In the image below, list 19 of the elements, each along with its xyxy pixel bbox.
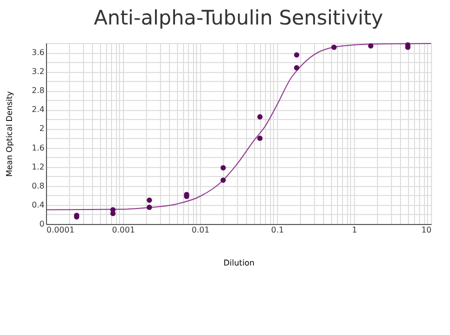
x-tick-label: 0.001 xyxy=(112,226,135,234)
x-tick-label: 0.1 xyxy=(271,226,284,234)
y-tick-label: 2.8 xyxy=(32,86,44,96)
y-tick-label: 1.6 xyxy=(32,143,44,152)
y-tick-label: 2.4 xyxy=(32,105,44,114)
x-tick-label: 0.0001 xyxy=(46,226,74,234)
y-tick-label: 1.2 xyxy=(32,162,44,172)
x-tick-label: 0.01 xyxy=(192,226,210,234)
y-tick-label: 0.4 xyxy=(32,200,44,210)
y-tick-label: 0 xyxy=(39,220,44,228)
x-tick-label: 10 xyxy=(421,226,432,234)
chart-title: Anti-alpha-Tubulin Sensitivity xyxy=(94,5,384,30)
y-tick-label: 2 xyxy=(39,124,44,134)
y-tick-label: 3.6 xyxy=(32,48,44,58)
y-tick-label: 3.2 xyxy=(32,67,44,76)
y-axis-title: Mean Optical Density xyxy=(4,90,14,177)
y-tick-label: 0.8 xyxy=(32,181,44,190)
x-tick-label: 1 xyxy=(352,226,358,234)
x-axis-title: Dilution xyxy=(224,258,254,268)
